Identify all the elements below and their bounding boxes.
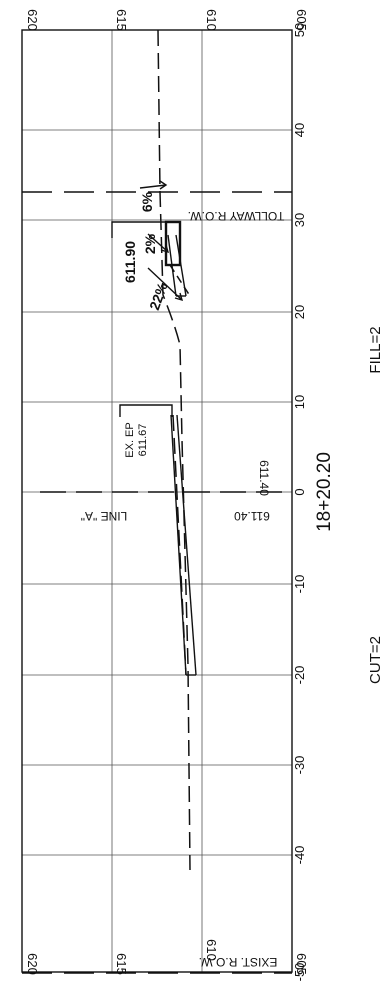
offset-tick--50: -50 — [292, 963, 307, 982]
tollway-row: TOLLWAY R.O.W. — [22, 191, 292, 223]
ex-ep-name-label: EX. EP — [124, 422, 136, 457]
ex-ep-elev-label: 611.67 — [137, 424, 149, 457]
proposed-pavement — [164, 220, 197, 676]
centerline: LINE "A" 611.40 611.40 — [40, 460, 292, 523]
elevation-tick-top-620: 620 — [25, 9, 40, 31]
grid — [21, 29, 293, 973]
tollway-row-label: TOLLWAY R.O.W. — [188, 209, 285, 223]
elevation-tick-top-615: 615 — [114, 9, 129, 31]
offset-tick--30: -30 — [292, 756, 307, 775]
offset-tick--20: -20 — [292, 666, 307, 685]
proposed-slope-line-2 — [175, 234, 187, 297]
elevation-tick-bottom-620: 620 — [25, 953, 40, 975]
station-label: 18+20.20 — [314, 452, 335, 532]
offset-tick-0: 0 — [292, 488, 307, 495]
slope-6-label: 6% — [139, 191, 155, 212]
centerline-elev-label-1: 611.40 — [234, 509, 270, 523]
elevation-tick-bottom-615: 615 — [114, 953, 129, 975]
offset-tick-30: 30 — [292, 213, 307, 227]
ex-ep-leader — [119, 404, 173, 417]
plot-frame — [21, 29, 293, 973]
elevation-ticks-top: 620 615 610 605 — [25, 9, 309, 31]
slope-6-arrow — [139, 180, 168, 190]
elevation-tick-bottom-605: 605 — [294, 953, 309, 975]
existing-pavement-top — [170, 414, 187, 676]
offset-ticks: 50 40 30 20 10 0 -10 -20 -30 -40 -50 — [292, 23, 307, 982]
cut-label: CUT=2 — [367, 636, 384, 684]
elevation-tick-bottom-610: 610 — [204, 939, 219, 961]
proposed-elev-label: 611.90 — [122, 241, 138, 283]
footer: 18+20.20 CUT=2 FILL=2 — [314, 326, 384, 684]
slope-22-arrow — [147, 267, 184, 302]
proposed-elev-leader — [111, 221, 166, 238]
offset-tick-20: 20 — [292, 305, 307, 319]
fill-label: FILL=2 — [367, 326, 384, 373]
centerline-elev-label-2: 611.40 — [257, 460, 271, 496]
elevation-ticks-bottom: 620 615 610 605 — [25, 939, 309, 975]
existing-ground-line — [157, 29, 191, 871]
offset-tick-40: 40 — [292, 123, 307, 137]
offset-tick-10: 10 — [292, 395, 307, 409]
existing-ground — [157, 29, 191, 871]
elevation-tick-top-610: 610 — [204, 9, 219, 31]
proposed-slope-line-1 — [167, 234, 177, 297]
proposed-shoulder-box — [164, 220, 182, 267]
existing-pavement-bottom — [176, 414, 197, 676]
proposed-subgrade-dash — [169, 264, 191, 297]
existing-row: EXIST. R.O.W. — [22, 955, 292, 974]
offset-tick--40: -40 — [292, 846, 307, 865]
offset-tick-50: 50 — [292, 23, 307, 37]
offset-tick--10: -10 — [292, 575, 307, 594]
elevation-tick-top-605: 605 — [294, 9, 309, 31]
line-a-label: LINE "A" — [81, 509, 128, 523]
slope-2-arrow — [147, 233, 170, 254]
existing-row-label: EXIST. R.O.W. — [199, 955, 278, 969]
